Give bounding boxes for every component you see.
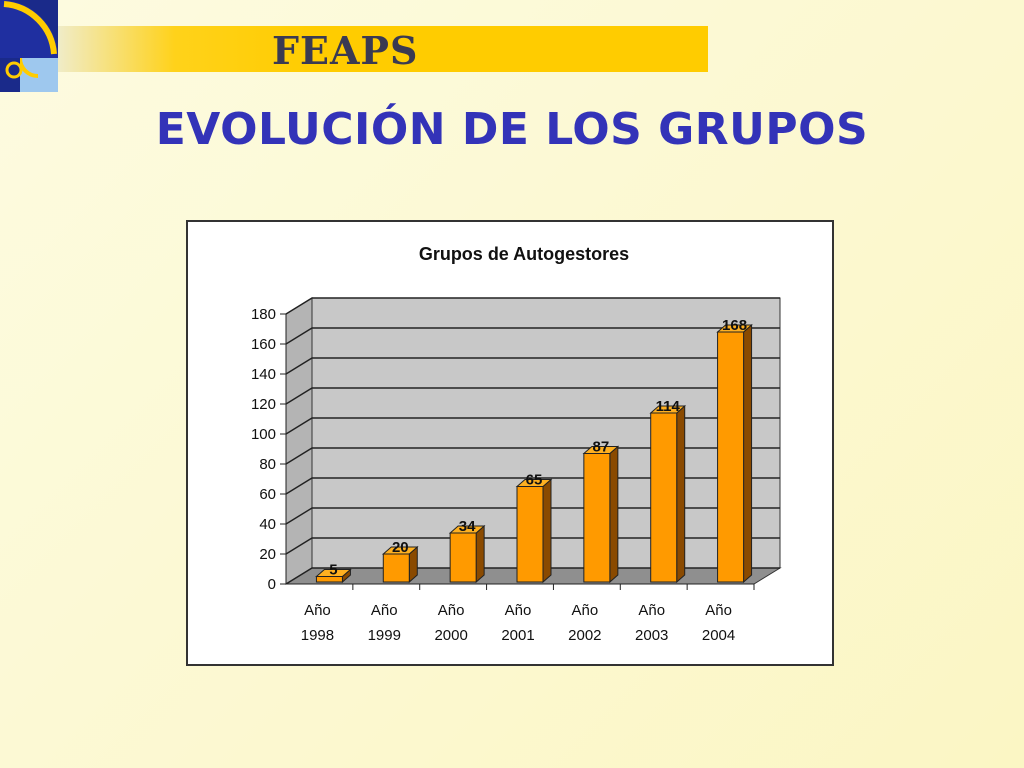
y-tick-label: 120 bbox=[251, 396, 276, 413]
gridline bbox=[285, 357, 780, 375]
y-tick-label: 100 bbox=[251, 426, 276, 443]
chart-title: Grupos de Autogestores bbox=[419, 244, 629, 264]
gridline bbox=[285, 327, 780, 345]
gridline bbox=[285, 507, 780, 525]
y-tick-label: 180 bbox=[251, 306, 276, 323]
gridline bbox=[285, 537, 780, 555]
data-label: 34 bbox=[459, 518, 476, 535]
bar-side bbox=[609, 445, 619, 584]
gridline bbox=[285, 297, 780, 315]
y-tick-label: 80 bbox=[259, 456, 276, 473]
gridline bbox=[285, 417, 780, 435]
bar bbox=[382, 553, 410, 583]
bar bbox=[717, 331, 745, 583]
x-tick-label: Año bbox=[304, 602, 331, 619]
bar bbox=[583, 453, 611, 583]
data-label: 20 bbox=[392, 539, 409, 556]
x-tick-label: 2004 bbox=[702, 627, 735, 644]
x-tick-label: 2001 bbox=[501, 627, 534, 644]
x-tick-label: Año bbox=[438, 602, 465, 619]
bar-chart: Grupos de Autogestores 0 20 40 60 80 100 120 14… bbox=[251, 244, 782, 644]
x-tick-label: 1999 bbox=[368, 627, 401, 644]
gridline bbox=[285, 387, 780, 405]
x-tick-label: Año bbox=[638, 602, 665, 619]
gridline bbox=[285, 477, 780, 495]
x-tick-label: 2000 bbox=[434, 627, 467, 644]
chart-container: Grupos de Autogestores 0 20 40 60 80 100 120 14… bbox=[186, 220, 834, 666]
feaps-logo bbox=[0, 0, 58, 92]
gridline bbox=[285, 567, 780, 585]
bar-side bbox=[475, 524, 485, 584]
x-tick-label: Año bbox=[505, 602, 532, 619]
bar-side bbox=[676, 404, 686, 584]
x-tick-label: Año bbox=[572, 602, 599, 619]
page-title: EVOLUCIÓN DE LOS GRUPOS bbox=[155, 104, 869, 155]
x-tick-label: Año bbox=[705, 602, 732, 619]
brand-name: FEAPS bbox=[272, 28, 419, 73]
data-label: 114 bbox=[656, 398, 681, 415]
bar-side bbox=[743, 323, 753, 584]
bar bbox=[315, 576, 343, 583]
header-banner bbox=[58, 26, 708, 72]
y-tick-label: 160 bbox=[251, 336, 276, 353]
bar bbox=[516, 486, 544, 583]
data-label: 87 bbox=[593, 439, 610, 456]
data-label: 65 bbox=[526, 472, 543, 489]
x-tick-label: Año bbox=[371, 602, 398, 619]
bar bbox=[650, 412, 678, 583]
y-tick-label: 60 bbox=[259, 486, 276, 503]
bar bbox=[449, 532, 477, 583]
y-tick-label: 140 bbox=[251, 366, 276, 383]
y-tick-label: 0 bbox=[268, 576, 276, 593]
y-tick-label: 20 bbox=[259, 546, 276, 563]
data-label: 168 bbox=[722, 317, 747, 334]
x-tick-label: 2002 bbox=[568, 627, 601, 644]
bar-side bbox=[542, 478, 552, 584]
gridline bbox=[285, 447, 780, 465]
data-label: 5 bbox=[329, 562, 337, 579]
y-tick-label: 40 bbox=[259, 516, 276, 533]
x-tick-label: 1998 bbox=[301, 627, 334, 644]
x-tick-label: 2003 bbox=[635, 627, 668, 644]
